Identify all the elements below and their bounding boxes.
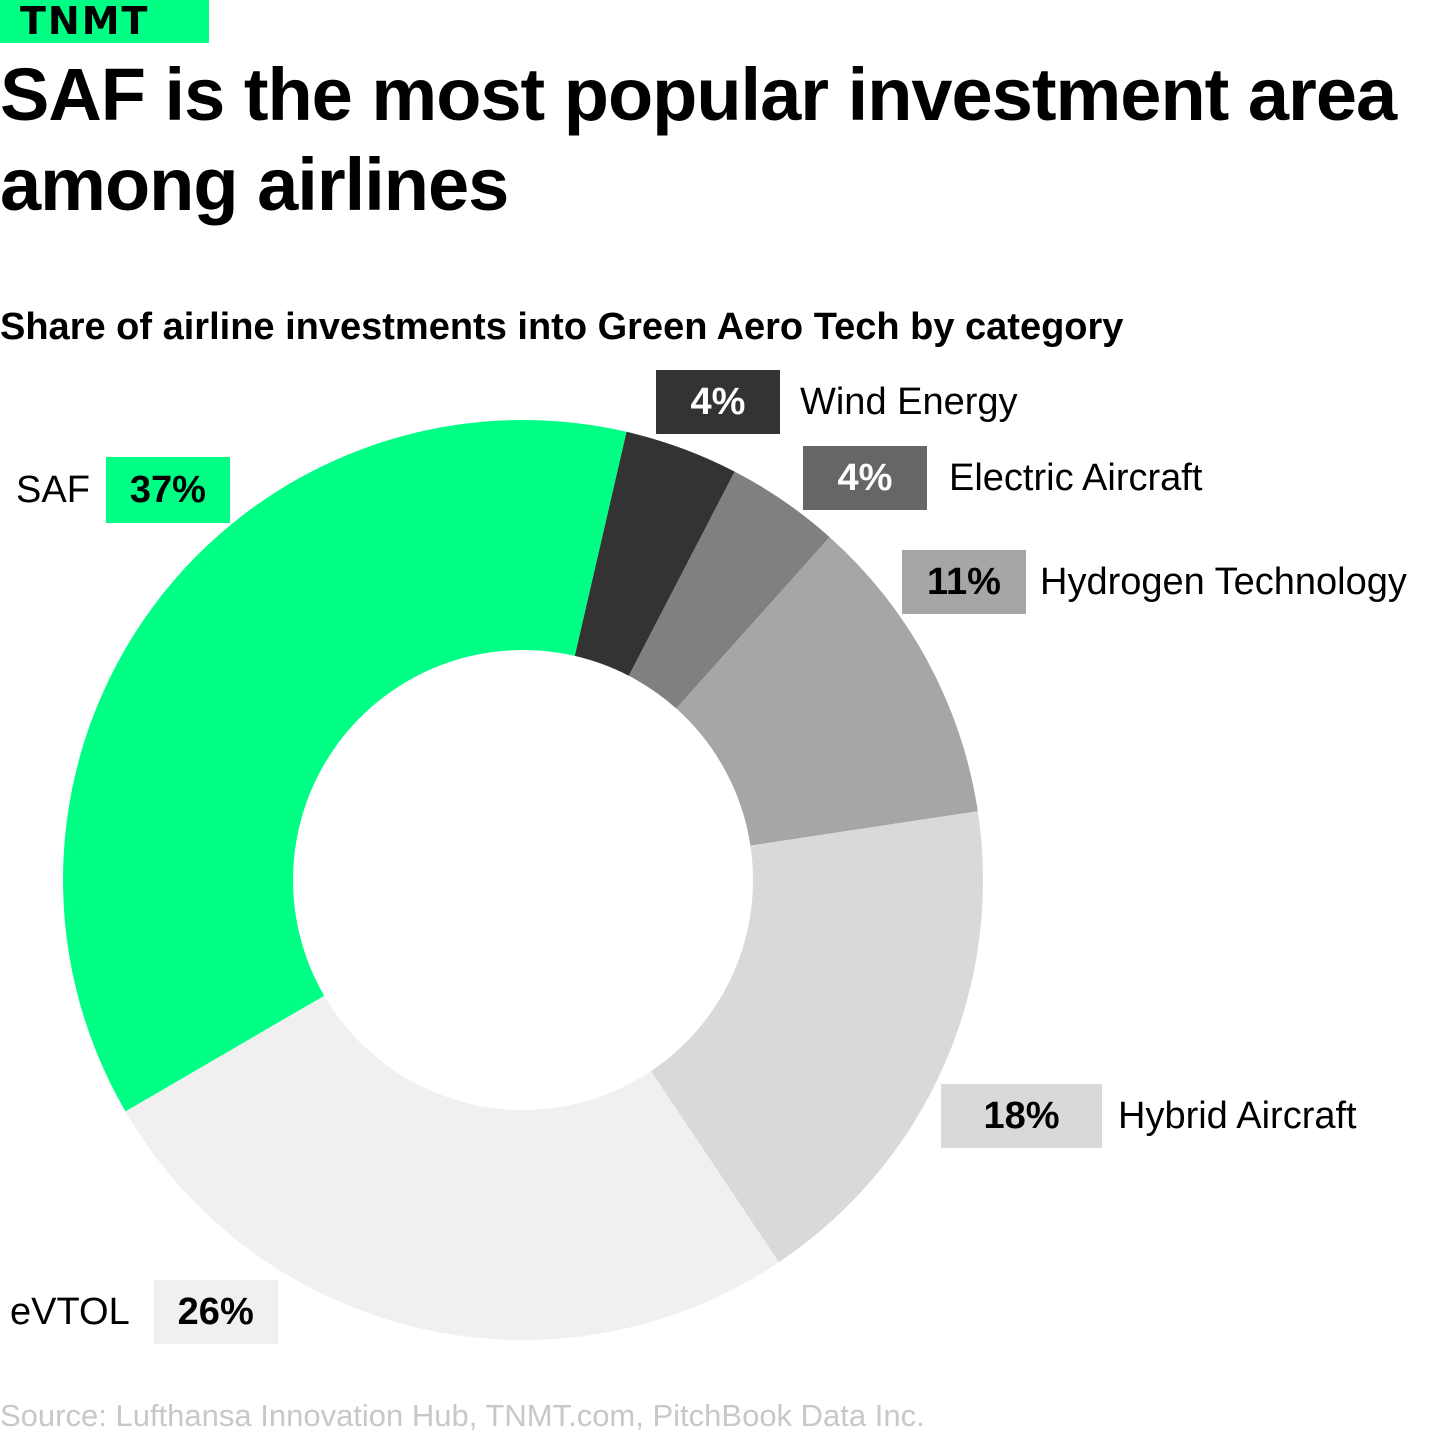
donut-slice-electric-aircraft [628,471,830,709]
pct-badge: 37% [105,457,230,523]
category-name: eVTOL [10,1290,130,1333]
chart-subtitle: Share of airline investments into Green … [0,306,1124,348]
category-name: Electric Aircraft [949,456,1203,499]
pct-badge: 26% [153,1280,278,1344]
donut-slice-hybrid-aircraft [650,811,983,1263]
logo-text: TNMT [20,0,150,43]
donut-slice-evtol [125,995,779,1340]
brand-logo: TNMT [0,0,209,43]
source-note: Source: Lufthansa Innovation Hub, TNMT.c… [0,1398,925,1433]
category-name: Hybrid Aircraft [1118,1094,1357,1137]
category-name: Hydrogen Technology [1040,560,1407,603]
label-electric-aircraft: 4% Electric Aircraft [803,446,1202,510]
label-hydrogen-technology: 11% Hydrogen Technology [902,550,1407,614]
chart-title: SAF is the most popular investment area … [0,53,1397,226]
pct-badge: 11% [902,550,1026,614]
donut-slice-saf [63,420,627,1112]
category-name: SAF [16,468,90,511]
donut-slice-hydrogen-technology [676,537,978,846]
pct-badge: 4% [656,370,780,434]
pct-badge: 18% [941,1084,1102,1148]
category-name: Wind Energy [800,380,1018,423]
label-saf: SAF 37% [16,457,230,523]
label-wind-energy: 4% Wind Energy [656,370,1018,434]
donut-slice-wind-energy [574,431,735,676]
label-evtol: eVTOL 26% [10,1280,278,1344]
label-hybrid-aircraft: 18% Hybrid Aircraft [941,1084,1357,1148]
pct-badge: 4% [803,446,927,510]
